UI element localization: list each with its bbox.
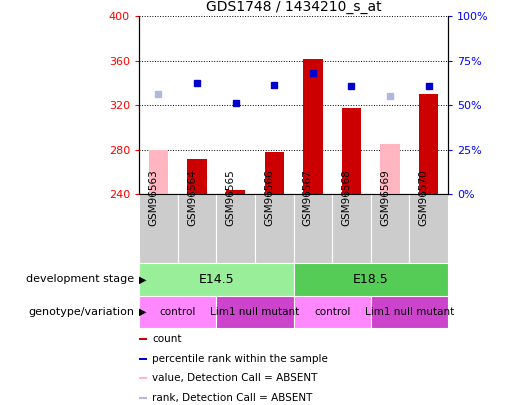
- Text: GSM96564: GSM96564: [187, 169, 197, 226]
- Bar: [139, 358, 147, 360]
- Bar: [332, 194, 371, 263]
- Bar: [342, 107, 361, 194]
- Text: value, Detection Call = ABSENT: value, Detection Call = ABSENT: [152, 373, 317, 384]
- Text: control: control: [314, 307, 350, 317]
- Bar: [371, 194, 409, 263]
- Bar: [216, 296, 294, 328]
- Text: GSM96567: GSM96567: [303, 169, 313, 226]
- Text: GSM96565: GSM96565: [226, 169, 236, 226]
- Bar: [226, 190, 245, 194]
- Text: GSM96566: GSM96566: [264, 169, 274, 226]
- Bar: [294, 263, 448, 296]
- Bar: [139, 194, 178, 263]
- Bar: [303, 58, 322, 194]
- Bar: [149, 150, 168, 194]
- Bar: [381, 144, 400, 194]
- Text: percentile rank within the sample: percentile rank within the sample: [152, 354, 328, 364]
- Bar: [216, 194, 255, 263]
- Text: count: count: [152, 334, 181, 344]
- Text: development stage: development stage: [26, 275, 134, 284]
- Bar: [371, 296, 448, 328]
- Text: E14.5: E14.5: [198, 273, 234, 286]
- Bar: [139, 397, 147, 399]
- Bar: [139, 377, 147, 379]
- Text: E18.5: E18.5: [353, 273, 389, 286]
- Bar: [294, 194, 332, 263]
- Bar: [419, 94, 438, 194]
- Bar: [255, 194, 294, 263]
- Bar: [265, 152, 284, 194]
- Bar: [139, 263, 294, 296]
- Text: GSM96570: GSM96570: [419, 170, 428, 226]
- Text: GSM96569: GSM96569: [380, 169, 390, 226]
- Text: genotype/variation: genotype/variation: [28, 307, 134, 317]
- Text: control: control: [160, 307, 196, 317]
- Bar: [294, 296, 371, 328]
- Text: GSM96563: GSM96563: [148, 169, 159, 226]
- Bar: [139, 296, 216, 328]
- Bar: [178, 194, 216, 263]
- Bar: [187, 159, 207, 194]
- Bar: [139, 338, 147, 340]
- Text: Lim1 null mutant: Lim1 null mutant: [210, 307, 300, 317]
- Bar: [409, 194, 448, 263]
- Text: ▶: ▶: [139, 275, 147, 284]
- Text: Lim1 null mutant: Lim1 null mutant: [365, 307, 454, 317]
- Title: GDS1748 / 1434210_s_at: GDS1748 / 1434210_s_at: [205, 0, 382, 14]
- Text: rank, Detection Call = ABSENT: rank, Detection Call = ABSENT: [152, 393, 312, 403]
- Text: ▶: ▶: [139, 307, 147, 317]
- Text: GSM96568: GSM96568: [341, 169, 351, 226]
